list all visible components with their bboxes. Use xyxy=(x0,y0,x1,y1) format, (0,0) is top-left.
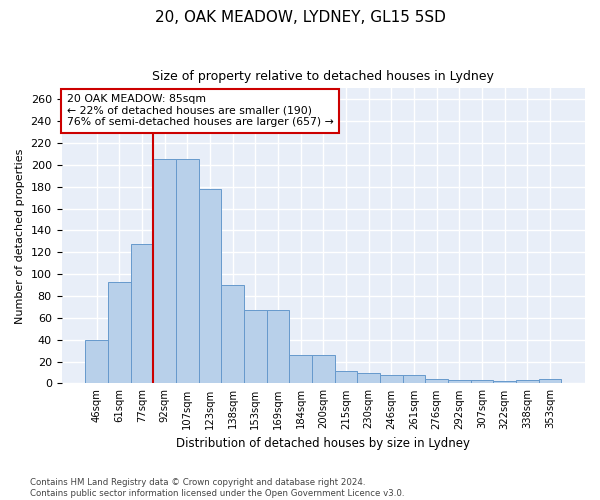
Bar xyxy=(199,189,221,384)
Bar xyxy=(176,160,199,384)
Text: 20, OAK MEADOW, LYDNEY, GL15 5SD: 20, OAK MEADOW, LYDNEY, GL15 5SD xyxy=(155,10,445,25)
Bar xyxy=(312,355,335,384)
Bar xyxy=(357,372,380,384)
Bar xyxy=(108,282,131,384)
Text: 20 OAK MEADOW: 85sqm
← 22% of detached houses are smaller (190)
76% of semi-deta: 20 OAK MEADOW: 85sqm ← 22% of detached h… xyxy=(67,94,334,128)
Y-axis label: Number of detached properties: Number of detached properties xyxy=(15,148,25,324)
Bar xyxy=(335,372,357,384)
Text: Contains HM Land Registry data © Crown copyright and database right 2024.
Contai: Contains HM Land Registry data © Crown c… xyxy=(30,478,404,498)
Title: Size of property relative to detached houses in Lydney: Size of property relative to detached ho… xyxy=(152,70,494,83)
Bar xyxy=(244,310,266,384)
Bar xyxy=(221,285,244,384)
Bar xyxy=(266,310,289,384)
Bar xyxy=(289,355,312,384)
Bar xyxy=(131,244,154,384)
Bar xyxy=(403,374,425,384)
Bar xyxy=(425,379,448,384)
Bar xyxy=(470,380,493,384)
Bar xyxy=(154,160,176,384)
Bar xyxy=(380,374,403,384)
Bar xyxy=(539,379,561,384)
X-axis label: Distribution of detached houses by size in Lydney: Distribution of detached houses by size … xyxy=(176,437,470,450)
Bar xyxy=(516,380,539,384)
Bar xyxy=(493,381,516,384)
Bar xyxy=(85,340,108,384)
Bar xyxy=(448,380,470,384)
